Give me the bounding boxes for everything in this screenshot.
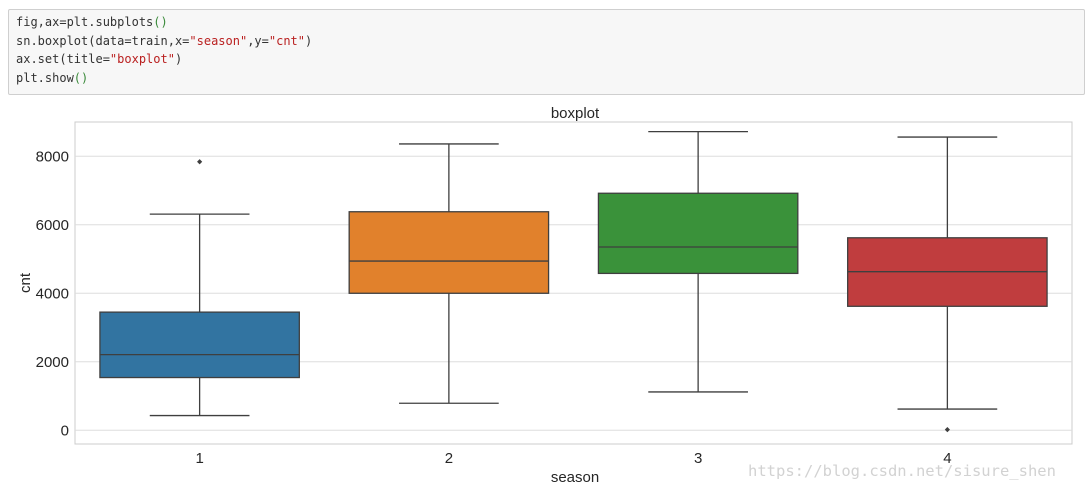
- outlier-point: [944, 427, 950, 433]
- code-line: ax.set(title="boxplot"): [16, 50, 1077, 69]
- code-token: fig,ax=plt.subplots: [16, 15, 154, 29]
- code-token: "boxplot": [109, 52, 175, 66]
- box-group-season-1: [99, 159, 300, 417]
- x-axis-ticks: 1 2 3 4: [195, 450, 951, 467]
- box-iqr: [597, 192, 799, 275]
- box-series: [99, 130, 1048, 433]
- code-token: ): [305, 33, 313, 48]
- box-iqr: [99, 311, 300, 379]
- code-line: fig,ax=plt.subplots(): [16, 13, 1077, 32]
- box-group-season-3: [597, 130, 799, 393]
- watermark: https://blog.csdn.net/sisure_shen: [748, 462, 1056, 480]
- code-lines: fig,ax=plt.subplots() sn.boxplot(data=tra…: [16, 13, 1077, 87]
- x-tick-label: 2: [445, 450, 453, 467]
- outlier-point: [197, 159, 203, 165]
- box-group-season-4: [847, 136, 1048, 433]
- code-token: (): [153, 15, 168, 29]
- code-token: ): [174, 52, 183, 66]
- chart-title: boxplot: [551, 105, 600, 122]
- box-group-season-2: [348, 143, 550, 404]
- x-axis-label: season: [551, 469, 599, 486]
- y-tick-label: 2000: [36, 354, 69, 371]
- code-token: plt.show: [16, 70, 74, 85]
- code-token: sn.boxplot(data=train,x=: [16, 33, 190, 48]
- code-token: ,y=: [247, 33, 269, 48]
- code-token: "season": [189, 33, 248, 48]
- y-axis-label: cnt: [17, 272, 34, 293]
- y-tick-label: 4000: [36, 285, 69, 302]
- code-token: ax.set(title=: [16, 52, 110, 66]
- box-iqr: [348, 211, 550, 294]
- code-token: (): [73, 70, 89, 85]
- y-tick-label: 6000: [36, 217, 69, 234]
- code-line: plt.show(): [16, 69, 1077, 88]
- x-tick-label: 3: [694, 450, 702, 467]
- code-cell[interactable]: fig,ax=plt.subplots() sn.boxplot(data=tra…: [8, 9, 1085, 95]
- y-tick-label: 8000: [36, 148, 69, 165]
- x-tick-label: 1: [195, 450, 203, 467]
- x-tick-label: 4: [943, 450, 951, 467]
- y-tick-label: 0: [61, 422, 69, 439]
- code-line: sn.boxplot(data=train,x="season",y="cnt"…: [16, 32, 1077, 51]
- boxplot-chart: 0 2000 4000 6000 8000 1 2 3 4 boxplot season cn…: [17, 105, 1073, 486]
- y-axis-ticks: 0 2000 4000 6000 8000: [36, 148, 69, 439]
- code-token: "cnt": [268, 33, 305, 48]
